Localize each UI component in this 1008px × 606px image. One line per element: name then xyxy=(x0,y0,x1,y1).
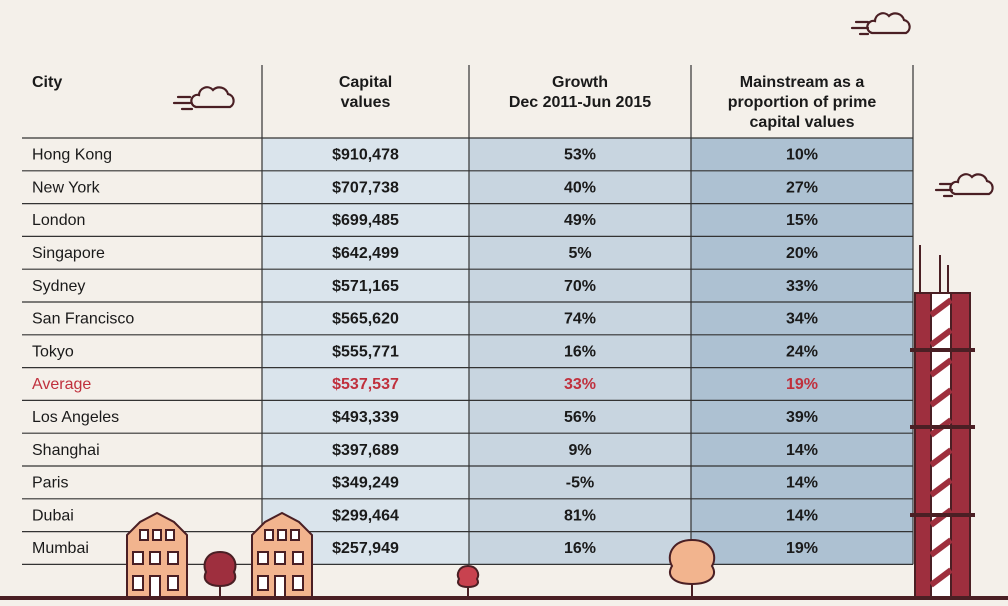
header-cell: values xyxy=(341,94,391,111)
tree xyxy=(668,538,716,598)
city-cell: Singapore xyxy=(32,245,105,262)
city-cell: Dubai xyxy=(32,507,74,524)
value-cell: 16% xyxy=(564,343,596,360)
city-cell: London xyxy=(32,212,85,229)
value-cell: 53% xyxy=(564,147,596,164)
value-cell: 74% xyxy=(564,311,596,328)
value-cell: 70% xyxy=(564,278,596,295)
value-cell: 19% xyxy=(786,376,818,393)
value-cell: 14% xyxy=(786,442,818,459)
value-cell: 49% xyxy=(564,212,596,229)
header-cell: proportion of prime xyxy=(728,94,877,111)
city-cell: San Francisco xyxy=(32,311,134,328)
city-cell: Shanghai xyxy=(32,442,100,459)
city-cell: Paris xyxy=(32,475,68,492)
value-cell: 33% xyxy=(786,278,818,295)
building xyxy=(251,511,313,599)
value-cell: $565,620 xyxy=(332,311,399,328)
tower xyxy=(910,245,975,599)
value-cell: 16% xyxy=(564,540,596,557)
value-cell: 56% xyxy=(564,409,596,426)
header-cell: Mainstream as a xyxy=(740,74,865,91)
header-cell: City xyxy=(32,74,62,91)
value-cell: 14% xyxy=(786,475,818,492)
mainstream-column-bg xyxy=(691,138,913,565)
header-cell: Capital xyxy=(339,74,392,91)
cloud xyxy=(850,12,911,36)
city-cell: Sydney xyxy=(32,278,85,295)
city-cell: Los Angeles xyxy=(32,409,119,426)
value-cell: $349,249 xyxy=(332,475,399,492)
value-cell: 5% xyxy=(568,245,591,262)
value-cell: $299,464 xyxy=(332,507,399,524)
value-cell: $699,485 xyxy=(332,212,399,229)
value-cell: $555,771 xyxy=(332,343,399,360)
value-cell: 15% xyxy=(786,212,818,229)
value-cell: 10% xyxy=(786,147,818,164)
tree xyxy=(203,550,237,598)
growth-column-bg xyxy=(469,138,691,565)
value-cell: $493,339 xyxy=(332,409,399,426)
value-cell: 33% xyxy=(564,376,596,393)
value-cell: 34% xyxy=(786,311,818,328)
value-cell: $571,165 xyxy=(332,278,399,295)
value-cell: 14% xyxy=(786,507,818,524)
value-cell: -5% xyxy=(566,475,594,492)
table-grid xyxy=(22,65,914,566)
header-cell: Dec 2011-Jun 2015 xyxy=(509,94,651,111)
value-cell: 24% xyxy=(786,343,818,360)
cloud xyxy=(934,173,994,198)
capital-column-bg xyxy=(262,138,469,565)
value-cell: 20% xyxy=(786,245,818,262)
city-cell: Average xyxy=(32,376,91,393)
value-cell: $910,478 xyxy=(332,147,399,164)
value-cell: 19% xyxy=(786,540,818,557)
city-cell: Tokyo xyxy=(32,343,74,360)
building xyxy=(126,511,188,599)
value-cell: $642,499 xyxy=(332,245,399,262)
value-cell: $537,537 xyxy=(332,376,399,393)
cloud xyxy=(172,86,235,111)
header-cell: capital values xyxy=(750,114,855,131)
value-cell: $257,949 xyxy=(332,540,399,557)
value-cell: 9% xyxy=(568,442,591,459)
value-cell: 40% xyxy=(564,179,596,196)
city-cell: Hong Kong xyxy=(32,147,112,164)
table-cells: City Capital values Growth Dec 2011-Jun 2015… xyxy=(32,74,876,557)
value-cell: $707,738 xyxy=(332,179,399,196)
value-cell: 27% xyxy=(786,179,818,196)
value-cell: $397,689 xyxy=(332,442,399,459)
value-cell: 39% xyxy=(786,409,818,426)
value-cell: 81% xyxy=(564,507,596,524)
city-cell: Mumbai xyxy=(32,540,89,557)
tree xyxy=(456,564,480,598)
header-cell: Growth xyxy=(552,74,608,91)
city-cell: New York xyxy=(32,179,101,196)
